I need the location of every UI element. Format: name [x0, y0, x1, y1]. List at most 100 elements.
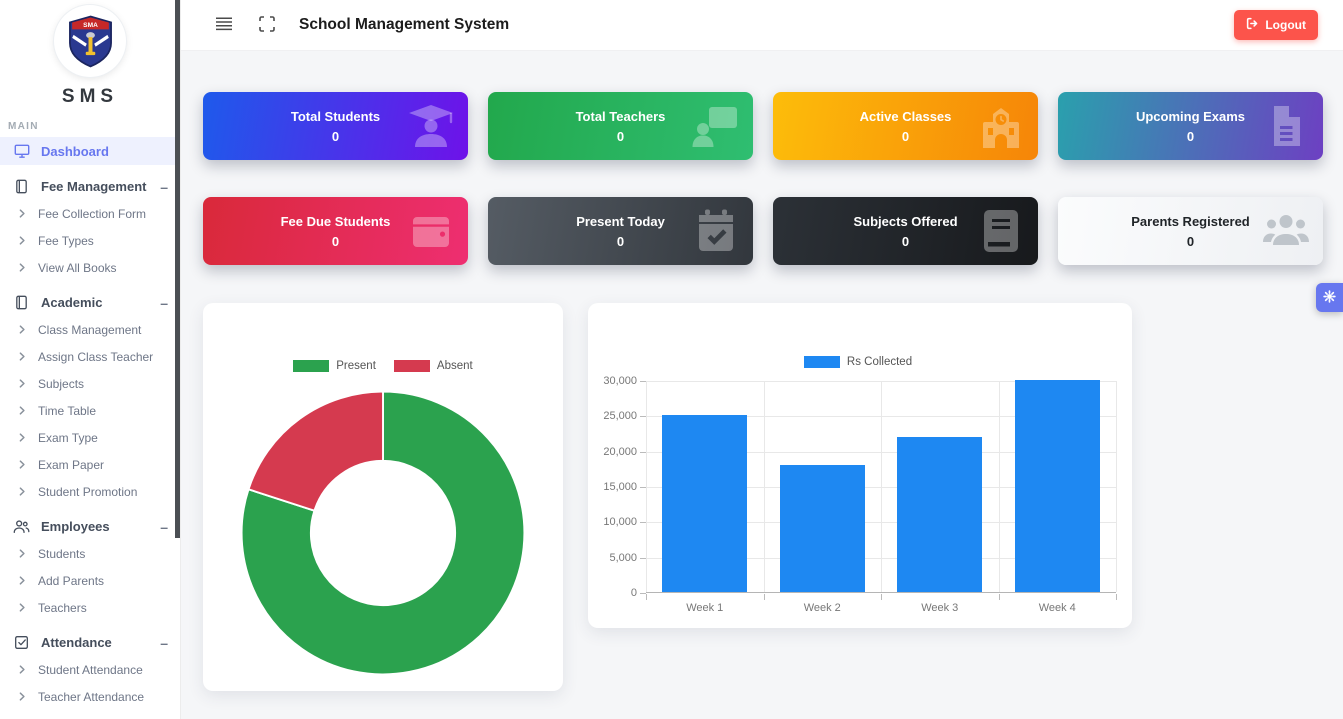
gridline-vertical — [646, 381, 647, 592]
sidebar: SMA SMS MAIN Dashboard Fee Management – Fee… — [0, 0, 181, 719]
sidebar-subitem-view-all-books[interactable]: View All Books — [0, 254, 180, 281]
menu-label: Subjects — [38, 376, 85, 391]
attendance-chart-card: Present Absent — [203, 303, 563, 691]
sidebar-subitem-fee-collection-form[interactable]: Fee Collection Form — [0, 200, 180, 227]
sidebar-section-employees[interactable]: Employees – — [0, 513, 180, 540]
menu-label: Attendance — [41, 635, 112, 650]
menu-label: Dashboard — [41, 143, 109, 159]
y-tick-mark — [640, 451, 646, 453]
legend-item-absent[interactable]: Absent — [393, 360, 473, 372]
legend-swatch — [293, 360, 330, 372]
sidebar-subitem-exam-type[interactable]: Exam Type — [0, 424, 180, 451]
teacher-board-icon — [692, 102, 740, 150]
stat-card-fee-due-students[interactable]: Fee Due Students 0 — [203, 197, 468, 265]
check-square-icon — [13, 634, 30, 651]
sidebar-subitem-subjects[interactable]: Subjects — [0, 370, 180, 397]
chevron-right-icon — [19, 406, 26, 415]
sidebar-scrollbar-thumb[interactable] — [175, 0, 180, 538]
sidebar-section-label: MAIN — [8, 121, 39, 132]
hamburger-icon — [215, 17, 233, 34]
journal-icon — [13, 178, 30, 195]
bar-chart-legend: Rs Collected — [600, 355, 1116, 369]
sidebar-toggle-button[interactable] — [209, 11, 239, 40]
bar-column — [646, 381, 764, 592]
sidebar-section-academic[interactable]: Academic – — [0, 289, 180, 316]
donut-segment-absent[interactable] — [247, 390, 384, 512]
stat-card-upcoming-exams[interactable]: Upcoming Exams 0 — [1058, 92, 1323, 160]
bar-week-4[interactable] — [1014, 380, 1100, 592]
chevron-right-icon — [19, 325, 26, 334]
sidebar-subitem-teachers[interactable]: Teachers — [0, 594, 180, 621]
menu-label: Time Table — [38, 403, 97, 418]
logout-button[interactable]: Logout — [1234, 10, 1318, 40]
stat-card-value: 0 — [616, 233, 625, 249]
sidebar-subitem-fee-types[interactable]: Fee Types — [0, 227, 180, 254]
sidebar-subitem-student-attendance[interactable]: Student Attendance — [0, 656, 180, 683]
legend-item-present[interactable]: Present — [293, 360, 376, 372]
stat-card-parents-registered[interactable]: Parents Registered 0 — [1058, 197, 1323, 265]
fullscreen-button[interactable] — [253, 10, 281, 41]
fee-collection-bar-chart: 0 5,000 10,000 15,000 20,000 25,000 30,000 — [603, 375, 1117, 600]
sidebar-subitem-student-promotion[interactable]: Student Promotion — [0, 478, 180, 505]
stat-card-active-classes[interactable]: Active Classes 0 — [773, 92, 1038, 160]
stat-card-present-today[interactable]: Present Today 0 — [488, 197, 753, 265]
stat-card-total-students[interactable]: Total Students 0 — [203, 92, 468, 160]
bar-week-1[interactable] — [662, 415, 748, 592]
y-tick-mark — [640, 381, 646, 382]
menu-label: Assign Class Teacher — [38, 349, 154, 364]
stat-card-label: Active Classes — [859, 108, 952, 124]
stat-card-label: Upcoming Exams — [1135, 108, 1246, 124]
menu-label: Add Parents — [38, 573, 105, 588]
sidebar-item-dashboard[interactable]: Dashboard — [0, 137, 180, 165]
bar-week-3[interactable] — [897, 436, 983, 592]
menu-label: Academic — [41, 295, 103, 310]
gridline-vertical — [763, 381, 765, 592]
sidebar-subitem-assign-class-teacher[interactable]: Assign Class Teacher — [0, 343, 180, 370]
legend-item-rs-collected[interactable]: Rs Collected — [803, 356, 912, 368]
stat-card-label: Fee Due Students — [280, 213, 391, 229]
sidebar-subitem-exam-paper[interactable]: Exam Paper — [0, 451, 180, 478]
menu-label: Exam Paper — [38, 457, 105, 472]
x-tick-label: Week 2 — [803, 602, 841, 614]
chevron-right-icon — [19, 352, 26, 361]
stat-card-value: 0 — [616, 128, 625, 144]
y-tick-label: 30,000 — [603, 375, 637, 387]
y-tick-mark — [640, 593, 646, 594]
sidebar-section-fee-management[interactable]: Fee Management – — [0, 173, 180, 200]
legend-label: Present — [336, 360, 376, 372]
bar-week-2[interactable] — [779, 464, 865, 592]
y-tick-label: 20,000 — [603, 445, 637, 458]
stat-card-label: Parents Registered — [1131, 213, 1250, 229]
sidebar-subitem-teacher-attendance[interactable]: Teacher Attendance — [0, 683, 180, 710]
legend-swatch — [803, 356, 840, 368]
stat-card-subjects-offered[interactable]: Subjects Offered 0 — [773, 197, 1038, 265]
y-tick-mark — [640, 557, 646, 559]
menu-label: Student Attendance — [38, 662, 143, 677]
y-tick-mark — [640, 522, 646, 524]
stat-card-total-teachers[interactable]: Total Teachers 0 — [488, 92, 753, 160]
chevron-right-icon — [19, 236, 26, 245]
menu-label: Fee Collection Form — [38, 206, 147, 221]
chevron-right-icon — [19, 549, 26, 558]
collapse-minus-icon: – — [160, 634, 168, 651]
chevron-right-icon — [19, 433, 26, 442]
sidebar-section-attendance[interactable]: Attendance – — [0, 629, 180, 656]
donut-segment-present[interactable] — [240, 390, 526, 676]
y-tick-label: 10,000 — [603, 516, 637, 529]
chevron-right-icon — [19, 460, 26, 469]
sidebar-subitem-students[interactable]: Students — [0, 540, 180, 567]
sidebar-subitem-class-management[interactable]: Class Management — [0, 316, 180, 343]
stat-card-value: 0 — [331, 128, 340, 144]
fee-collection-chart-card: Rs Collected 0 5,000 10,000 15,000 20,000 25,… — [588, 303, 1132, 628]
settings-button[interactable] — [1316, 283, 1343, 312]
school-logo: SMA — [54, 5, 126, 77]
calendar-check-icon — [692, 207, 740, 255]
journal-icon — [13, 294, 30, 311]
menu-label: Fee Management — [41, 179, 147, 194]
sidebar-subitem-time-table[interactable]: Time Table — [0, 397, 180, 424]
stat-card-value: 0 — [1186, 128, 1195, 144]
sidebar-subitem-add-parents[interactable]: Add Parents — [0, 567, 180, 594]
x-tick-mark — [881, 594, 882, 600]
chevron-right-icon — [19, 487, 26, 496]
x-tick-label: Week 1 — [686, 602, 724, 614]
